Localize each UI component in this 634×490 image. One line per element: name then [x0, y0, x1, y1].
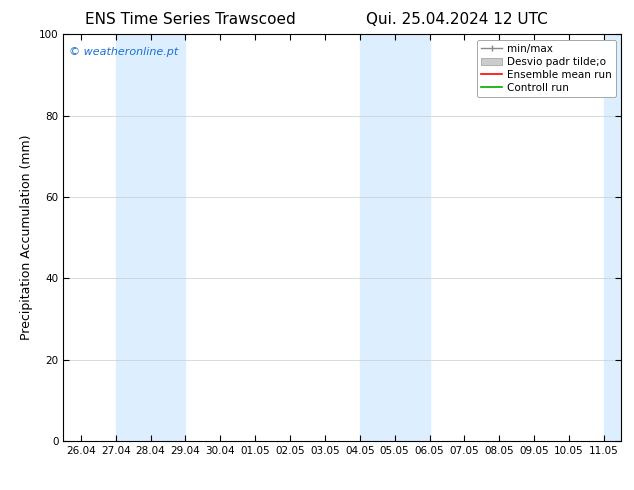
Text: © weatheronline.pt: © weatheronline.pt [69, 47, 178, 56]
Text: Qui. 25.04.2024 12 UTC: Qui. 25.04.2024 12 UTC [366, 12, 547, 27]
Bar [359, 34, 429, 441]
Bar [116, 34, 185, 441]
Legend: min/max, Desvio padr tilde;o, Ensemble mean run, Controll run: min/max, Desvio padr tilde;o, Ensemble m… [477, 40, 616, 97]
Y-axis label: Precipitation Accumulation (mm): Precipitation Accumulation (mm) [20, 135, 34, 341]
Text: ENS Time Series Trawscoed: ENS Time Series Trawscoed [85, 12, 295, 27]
Bar [604, 34, 621, 441]
